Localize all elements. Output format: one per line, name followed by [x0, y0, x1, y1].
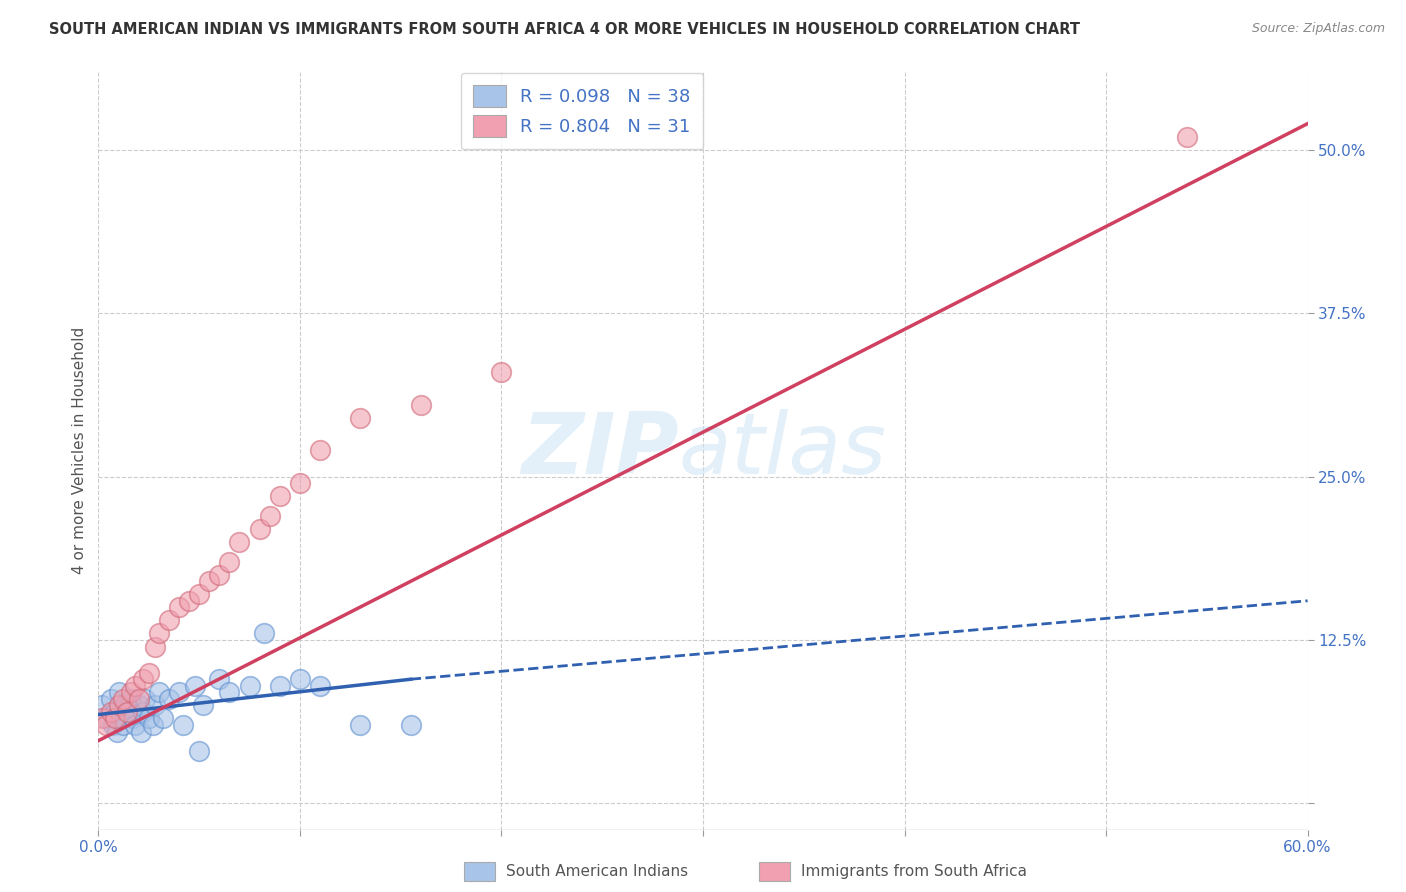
Point	[269, 679, 291, 693]
Point	[188, 587, 211, 601]
Point	[124, 718, 146, 732]
Text: ZIP: ZIP	[522, 409, 679, 492]
Point	[218, 555, 240, 569]
Point	[134, 691, 156, 706]
Point	[142, 718, 165, 732]
Point	[105, 724, 128, 739]
Point	[188, 744, 211, 758]
Point	[143, 640, 166, 654]
Point	[103, 711, 125, 725]
Point	[120, 685, 142, 699]
Point	[198, 574, 221, 589]
Point	[143, 698, 166, 713]
Point	[193, 698, 215, 713]
Text: atlas: atlas	[679, 409, 887, 492]
Point	[1175, 129, 1198, 144]
Point	[121, 711, 143, 725]
Point	[91, 698, 114, 713]
Point	[167, 685, 190, 699]
Point	[148, 685, 170, 699]
Point	[249, 522, 271, 536]
Point	[253, 626, 276, 640]
Point	[269, 489, 291, 503]
Point	[100, 691, 122, 706]
Text: South American Indians: South American Indians	[506, 864, 689, 879]
Point	[107, 698, 129, 713]
Point	[491, 365, 513, 379]
Point	[111, 718, 134, 732]
Point	[349, 410, 371, 425]
Point	[288, 672, 311, 686]
Point	[309, 679, 332, 693]
Point	[103, 705, 125, 719]
Point	[114, 698, 136, 713]
Point	[218, 685, 240, 699]
Y-axis label: 4 or more Vehicles in Household: 4 or more Vehicles in Household	[72, 326, 87, 574]
Point	[120, 691, 142, 706]
Point	[228, 535, 250, 549]
Text: Source: ZipAtlas.com: Source: ZipAtlas.com	[1251, 22, 1385, 36]
Point	[148, 626, 170, 640]
Point	[349, 718, 371, 732]
Legend: R = 0.098   N = 38, R = 0.804   N = 31: R = 0.098 N = 38, R = 0.804 N = 31	[461, 73, 703, 149]
Point	[167, 600, 190, 615]
Point	[129, 724, 152, 739]
Point	[409, 398, 432, 412]
Point	[208, 567, 231, 582]
Point	[124, 679, 146, 693]
Point	[259, 508, 281, 523]
Point	[208, 672, 231, 686]
Point	[115, 705, 138, 719]
Point	[399, 718, 422, 732]
Point	[309, 443, 332, 458]
Point	[132, 705, 155, 719]
Point	[138, 711, 160, 725]
Text: Immigrants from South Africa: Immigrants from South Africa	[801, 864, 1028, 879]
Point	[239, 679, 262, 693]
Point	[96, 711, 118, 725]
Point	[152, 711, 174, 725]
Point	[157, 691, 180, 706]
Point	[179, 594, 201, 608]
Point	[118, 705, 141, 719]
Point	[91, 711, 114, 725]
Text: SOUTH AMERICAN INDIAN VS IMMIGRANTS FROM SOUTH AFRICA 4 OR MORE VEHICLES IN HOUS: SOUTH AMERICAN INDIAN VS IMMIGRANTS FROM…	[49, 22, 1080, 37]
Point	[110, 711, 132, 725]
Point	[132, 672, 155, 686]
Point	[128, 698, 150, 713]
Point	[184, 679, 207, 693]
Point	[172, 718, 194, 732]
Point	[107, 685, 129, 699]
Point	[138, 665, 160, 680]
Point	[157, 614, 180, 628]
Point	[111, 691, 134, 706]
Point	[288, 476, 311, 491]
Point	[100, 705, 122, 719]
Point	[128, 691, 150, 706]
Point	[96, 718, 118, 732]
Point	[101, 718, 124, 732]
